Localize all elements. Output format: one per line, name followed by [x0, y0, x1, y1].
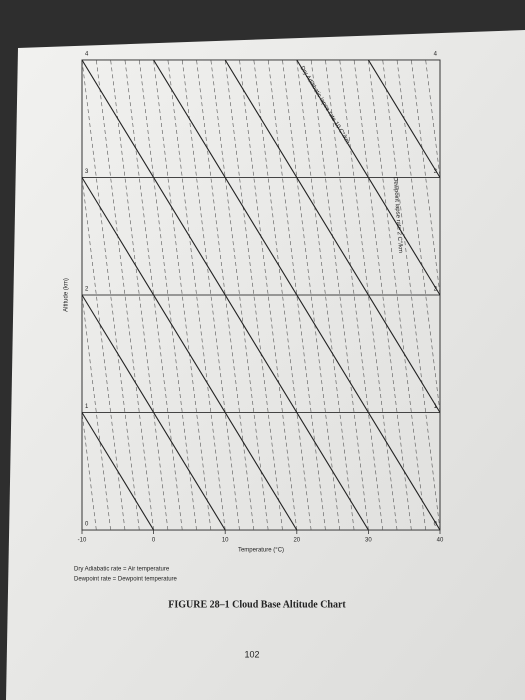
- dewpoint-line: [296, 60, 355, 530]
- dry-adiabatic-line: [82, 411, 155, 530]
- note: Dry Adiabatic rate = Air temperature: [74, 567, 170, 573]
- y-tick-label-right: 4: [434, 52, 438, 58]
- annotation: Dewpoint lapse rate 2 C°/km: [392, 177, 403, 253]
- y-tick-label: 2: [85, 287, 89, 293]
- dewpoint-line: [368, 60, 426, 530]
- plot-area: [82, 60, 440, 530]
- dewpoint-line: [82, 292, 111, 530]
- dewpoint-line: [282, 60, 341, 530]
- x-tick-label: 20: [293, 538, 300, 544]
- dewpoint-line: [82, 410, 97, 530]
- dewpoint-line: [325, 60, 384, 530]
- x-tick-label: 10: [222, 538, 229, 544]
- dry-adiabatic-line: [367, 60, 440, 179]
- dewpoint-line: [167, 60, 226, 530]
- dry-adiabatic-line: [82, 293, 226, 530]
- dewpoint-line: [267, 60, 326, 530]
- dewpoint-line: [253, 60, 312, 530]
- y-axis-label: Altitude (km): [64, 278, 70, 312]
- x-tick-label: -10: [78, 538, 87, 544]
- y-tick-label-right: 1: [434, 404, 438, 410]
- x-tick-label: 0: [152, 538, 156, 544]
- dewpoint-line: [82, 175, 126, 530]
- page-number: 102: [244, 649, 259, 659]
- dewpoint-line: [239, 60, 298, 530]
- dewpoint-line: [310, 60, 369, 530]
- dewpoint-line: [96, 60, 154, 530]
- dewpoint-line: [411, 60, 440, 298]
- y-tick-label: 4: [85, 52, 89, 58]
- dewpoint-line: [396, 60, 440, 415]
- dewpoint-line: [153, 60, 212, 530]
- dewpoint-line: [181, 60, 240, 530]
- x-axis-label: Temperature (°C): [238, 548, 284, 554]
- dewpoint-line: [110, 60, 169, 530]
- dry-adiabatic-line: [224, 60, 440, 414]
- dewpoint-line: [382, 60, 440, 530]
- dewpoint-line: [196, 60, 255, 530]
- dry-adiabatic-line: [296, 60, 440, 297]
- x-tick-label: 30: [365, 538, 372, 544]
- y-tick-label-right: 2: [434, 287, 438, 293]
- dewpoint-line: [224, 60, 283, 530]
- dry-adiabatic-line: [82, 60, 369, 530]
- y-tick-label: 1: [85, 404, 89, 410]
- dewpoint-line: [210, 60, 269, 530]
- dewpoint-line: [138, 60, 197, 530]
- dewpoint-line: [82, 60, 140, 530]
- y-tick-label: 3: [85, 169, 89, 175]
- figure-caption: FIGURE 28–1 Cloud Base Altitude Chart: [168, 599, 346, 610]
- dewpoint-line: [425, 60, 440, 180]
- dewpoint-line: [124, 60, 183, 530]
- dewpoint-line: [353, 60, 412, 530]
- paper-page: [6, 30, 525, 700]
- y-tick-label-right: 0: [434, 522, 438, 528]
- dewpoint-line: [339, 60, 398, 530]
- y-tick-label-right: 3: [434, 169, 438, 175]
- note: Dewpoint rate = Dewpoint temperature: [74, 577, 178, 583]
- y-tick-label: 0: [85, 522, 89, 528]
- x-tick-label: 40: [437, 538, 444, 544]
- dry-adiabatic-line: [153, 60, 440, 530]
- dry-adiabatic-line: [82, 176, 298, 530]
